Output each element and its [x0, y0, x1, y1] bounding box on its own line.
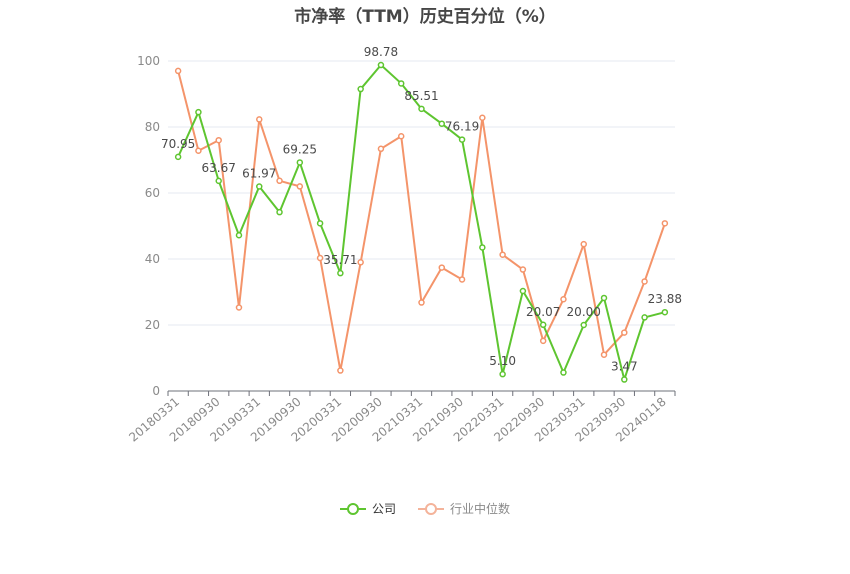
- data-point[interactable]: [174, 153, 182, 161]
- data-point[interactable]: [560, 296, 567, 303]
- data-point[interactable]: [377, 61, 385, 69]
- data-point[interactable]: [256, 116, 263, 123]
- data-point[interactable]: [195, 147, 202, 155]
- data-point[interactable]: [296, 183, 304, 190]
- chart-title: 市净率（TTM）历史百分位（%）: [294, 7, 556, 27]
- data-point[interactable]: [641, 314, 648, 321]
- data-point[interactable]: [661, 308, 669, 316]
- data-point[interactable]: [256, 183, 263, 190]
- series-points: [174, 61, 669, 383]
- data-point[interactable]: [418, 105, 425, 113]
- data-label: 23.88: [648, 292, 682, 306]
- data-point[interactable]: [235, 231, 243, 239]
- data-label: 98.78: [364, 45, 398, 59]
- legend-label-company: 公司: [371, 502, 396, 516]
- data-point[interactable]: [357, 85, 364, 93]
- data-label: 69.25: [283, 142, 317, 156]
- data-point[interactable]: [316, 254, 324, 262]
- legend: 公司 行业中位数: [0, 500, 850, 517]
- grid-lines: [168, 60, 675, 326]
- y-tick-label: 60: [145, 186, 160, 200]
- legend-item-industry-median[interactable]: 行业中位数: [418, 500, 510, 517]
- data-point[interactable]: [499, 251, 506, 258]
- data-label: 61.97: [242, 166, 276, 180]
- data-point[interactable]: [397, 132, 405, 140]
- data-point[interactable]: [600, 351, 608, 358]
- data-point[interactable]: [418, 299, 425, 306]
- data-point[interactable]: [438, 120, 446, 127]
- data-point[interactable]: [377, 145, 385, 153]
- data-point[interactable]: [195, 108, 202, 116]
- data-point[interactable]: [560, 369, 567, 376]
- data-label: 85.51: [404, 89, 438, 103]
- data-point[interactable]: [296, 159, 304, 166]
- data-point[interactable]: [337, 269, 344, 277]
- data-label: 20.00: [567, 305, 601, 319]
- y-axis: 0 20 40 60 80 100: [137, 54, 160, 398]
- data-point[interactable]: [357, 259, 364, 266]
- data-point[interactable]: [316, 220, 324, 227]
- data-label: 35.71: [323, 253, 357, 267]
- data-point[interactable]: [479, 114, 486, 122]
- y-tick-label: 80: [145, 120, 160, 134]
- data-point[interactable]: [539, 321, 547, 329]
- data-point[interactable]: [499, 370, 506, 378]
- data-point[interactable]: [235, 304, 243, 311]
- series-lines: [177, 64, 666, 381]
- data-point[interactable]: [174, 67, 182, 75]
- data-label: 76.19: [445, 120, 479, 134]
- data-label: 5.10: [489, 354, 516, 368]
- data-point[interactable]: [661, 220, 669, 227]
- data-point[interactable]: [539, 337, 547, 345]
- data-point[interactable]: [519, 287, 527, 295]
- data-labels: 70.95 63.67 61.97 69.25 35.71 98.78 85.51 76.19…: [161, 45, 682, 374]
- data-label: 3.47: [611, 360, 638, 374]
- data-point[interactable]: [458, 276, 466, 283]
- y-tick-label: 0: [152, 384, 160, 398]
- data-point[interactable]: [276, 208, 283, 216]
- data-point[interactable]: [276, 177, 283, 185]
- data-point[interactable]: [215, 177, 222, 185]
- x-axis: 2018033120180930201903312019093020200331…: [126, 390, 676, 445]
- data-point[interactable]: [580, 321, 587, 329]
- data-point[interactable]: [397, 80, 405, 87]
- data-point[interactable]: [458, 136, 466, 143]
- series-line-0: [177, 64, 666, 381]
- data-point[interactable]: [580, 240, 587, 248]
- legend-industry-marker-icon: [418, 502, 444, 515]
- data-point[interactable]: [337, 367, 344, 374]
- legend-item-company[interactable]: 公司: [339, 500, 396, 517]
- data-point[interactable]: [438, 264, 446, 271]
- y-tick-label: 20: [145, 318, 160, 332]
- data-point[interactable]: [621, 329, 628, 336]
- data-point[interactable]: [600, 294, 608, 302]
- y-tick-label: 40: [145, 252, 160, 266]
- data-label: 70.95: [161, 137, 195, 151]
- data-label: 63.67: [202, 161, 236, 175]
- legend-company-marker-icon: [339, 502, 366, 515]
- data-point[interactable]: [519, 266, 527, 273]
- data-point[interactable]: [621, 376, 628, 383]
- legend-label-industry-median: 行业中位数: [450, 502, 511, 516]
- y-tick-label: 100: [137, 54, 160, 68]
- data-point[interactable]: [215, 136, 222, 144]
- data-point[interactable]: [641, 278, 648, 285]
- series-line-1: [177, 70, 666, 372]
- data-point[interactable]: [479, 244, 486, 251]
- data-label: 20.07: [526, 305, 560, 319]
